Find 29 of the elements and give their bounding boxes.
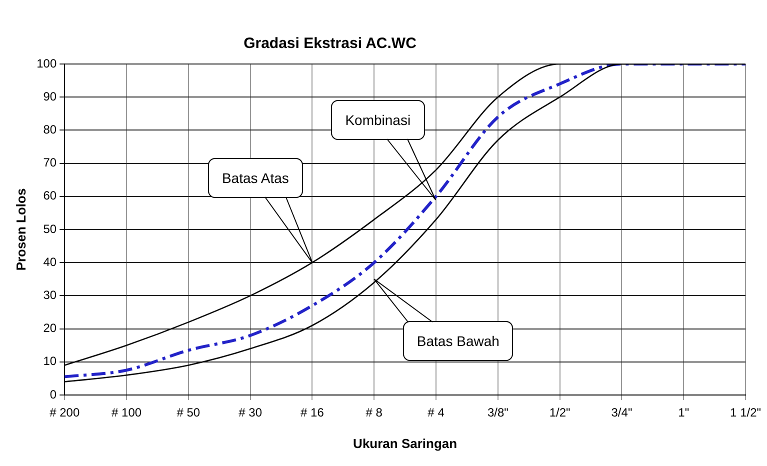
x-tick-label: # 100 xyxy=(112,406,142,420)
x-axis-title: Ukuran Saringan xyxy=(353,436,458,451)
y-tick-label: 90 xyxy=(43,89,57,104)
y-tick-label: 40 xyxy=(43,254,57,269)
x-tick-label: # 4 xyxy=(428,406,445,420)
y-tick-label: 0 xyxy=(50,387,57,402)
chart-title: Gradasi Ekstrasi AC.WC xyxy=(244,35,417,52)
y-tick-label: 70 xyxy=(43,156,57,170)
y-tick-label: 60 xyxy=(43,188,57,203)
y-axis-title: Prosen Lolos xyxy=(13,188,28,271)
x-tick-label: # 16 xyxy=(300,406,324,420)
x-tick-label: # 8 xyxy=(366,406,383,420)
y-tick-label: 30 xyxy=(43,288,57,302)
x-tick-label: # 30 xyxy=(238,406,262,420)
y-tick-label: 80 xyxy=(43,122,57,137)
annotation: Kombinasi xyxy=(331,100,425,140)
x-tick-label: 3/4" xyxy=(611,406,632,420)
y-tick-label: 10 xyxy=(43,354,57,368)
y-tick-label: 20 xyxy=(43,321,57,336)
x-tick-label: 1 1/2" xyxy=(730,406,761,420)
y-tick-label: 50 xyxy=(43,222,57,236)
x-tick-label: 1/2" xyxy=(549,406,570,420)
x-tick-label: 1" xyxy=(678,406,690,420)
x-tick-label: # 50 xyxy=(176,406,200,420)
annotation: Batas Bawah xyxy=(402,321,514,362)
y-tick-label: 100 xyxy=(36,56,57,70)
annotation: Batas Atas xyxy=(208,158,303,198)
x-tick-label: 3/8" xyxy=(487,406,508,420)
x-tick-label: # 200 xyxy=(50,406,80,420)
